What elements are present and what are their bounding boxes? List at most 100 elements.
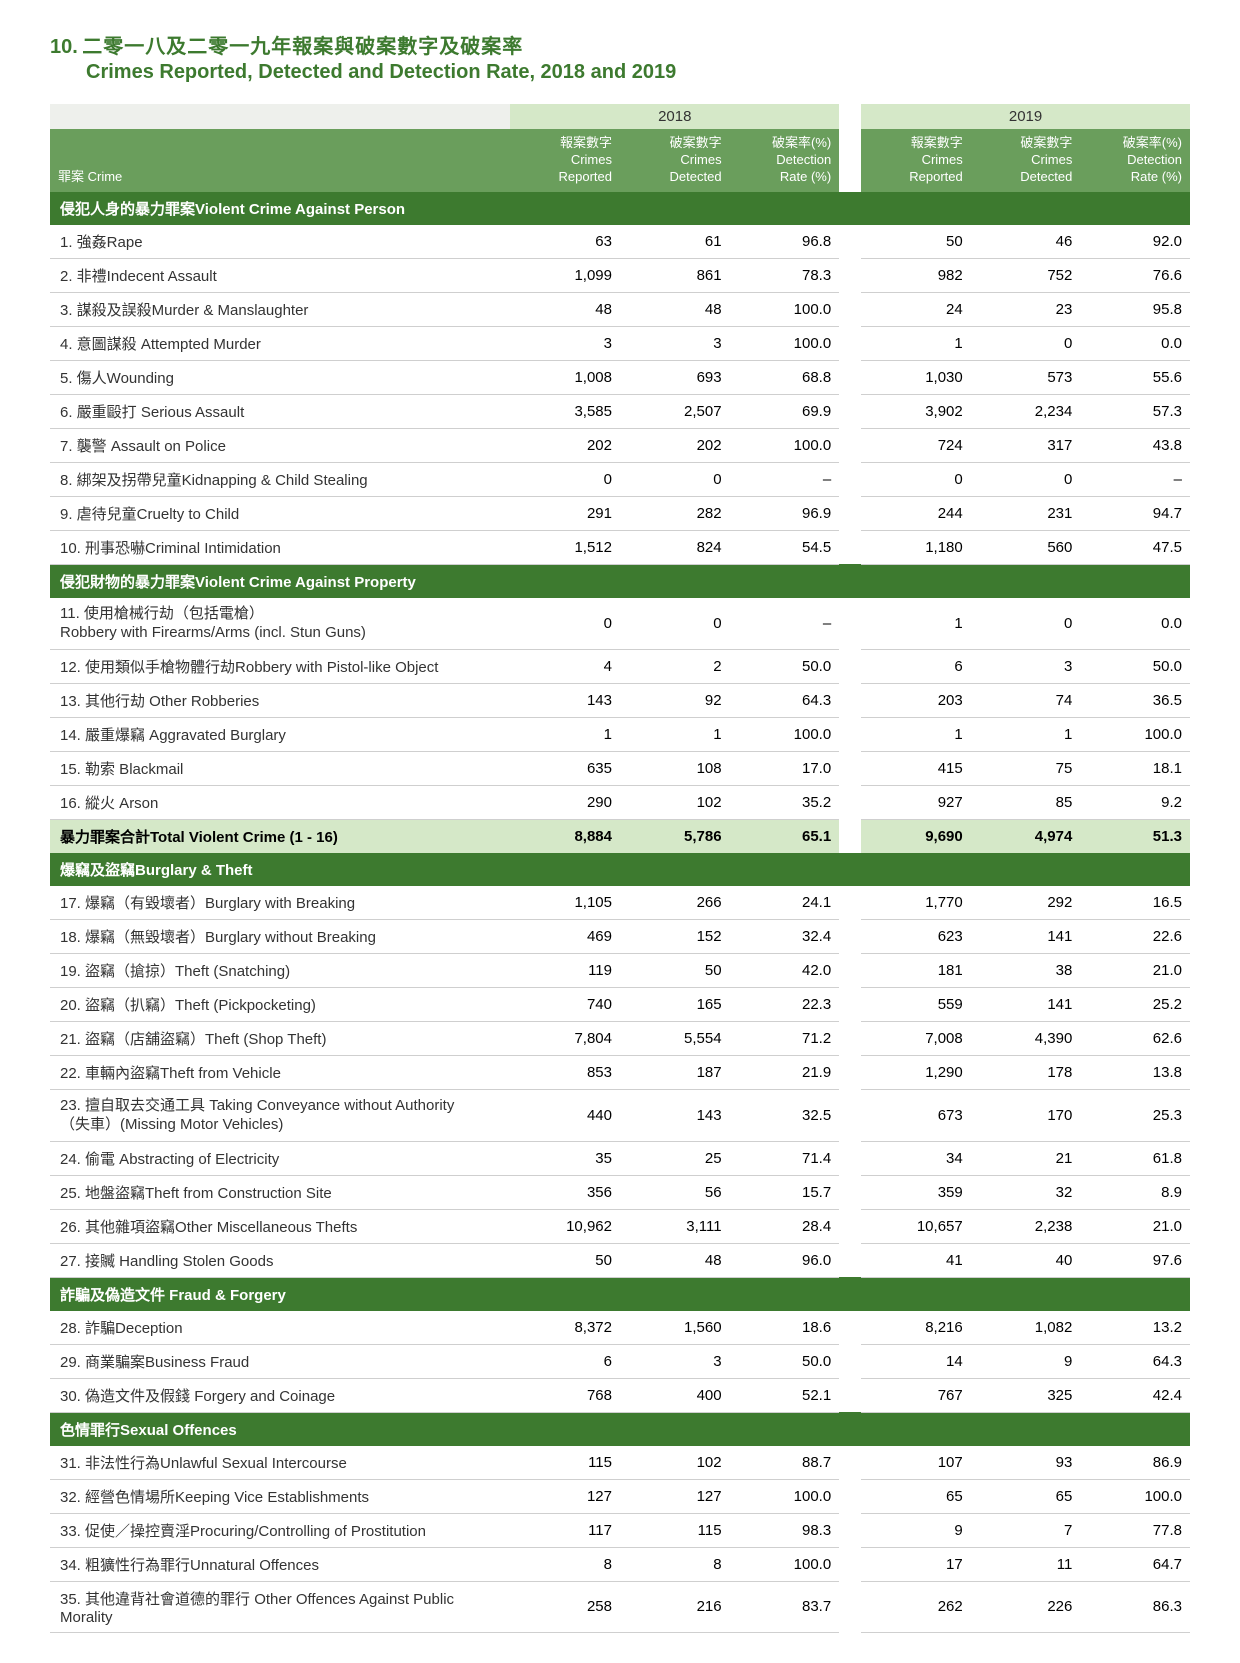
table-row: 34. 粗獷性行為罪行Unnatural Offences88100.01711… [50,1547,1190,1581]
detected-2019-cell: 40 [971,1243,1081,1277]
table-row: 30. 偽造文件及假錢 Forgery and Coinage76840052.… [50,1378,1190,1412]
reported-2019-cell: 10,657 [861,1209,971,1243]
spacer-cell [839,649,861,683]
detected-2019-cell: 1 [971,717,1081,751]
rate-2019-cell: 13.8 [1080,1055,1190,1089]
detected-2019-cell: 231 [971,496,1081,530]
detected-2018-cell: 50 [620,953,730,987]
detected-2018-cell: 3 [620,1344,730,1378]
spacer-cell [839,886,861,920]
rate-2018-cell: 71.4 [730,1141,840,1175]
detected-2019-cell: 0 [971,598,1081,650]
detected-2018-cell: 400 [620,1378,730,1412]
table-row: 32. 經營色情場所Keeping Vice Establishments127… [50,1479,1190,1513]
spacer-cell [839,530,861,564]
spacer-cell [839,987,861,1021]
reported-2018-header: 報案數字CrimesReported [510,129,620,192]
detected-2018-cell: 5,554 [620,1021,730,1055]
crime-label-cell: 18. 爆竊（無毀壞者）Burglary without Breaking [50,919,510,953]
rate-2019-cell: 97.6 [1080,1243,1190,1277]
rate-2018-cell: 100.0 [730,292,840,326]
detected-2019-cell: 325 [971,1378,1081,1412]
rate-2019-cell: 9.2 [1080,785,1190,819]
rate-2019-cell: 62.6 [1080,1021,1190,1055]
detected-2018-cell: 165 [620,987,730,1021]
detected-2018-cell: 108 [620,751,730,785]
rate-2018-cell: 100.0 [730,1547,840,1581]
section-header-row: 爆竊及盜竊Burglary & Theft [50,853,1190,886]
detected-2018-cell: 3 [620,326,730,360]
reported-2018-cell: 202 [510,428,620,462]
section-header-cell: 爆竊及盜竊Burglary & Theft [50,853,1190,886]
rate-2019-cell: 77.8 [1080,1513,1190,1547]
total-rate-2019: 51.3 [1080,819,1190,853]
reported-2018-cell: 6 [510,1344,620,1378]
table-row: 21. 盜竊（店舖盜竊）Theft (Shop Theft)7,8045,554… [50,1021,1190,1055]
reported-2018-cell: 1,099 [510,258,620,292]
detected-2019-cell: 65 [971,1479,1081,1513]
table-row: 22. 車輛內盜竊Theft from Vehicle85318721.91,2… [50,1055,1190,1089]
spacer-cell [839,360,861,394]
crime-label-cell: 17. 爆竊（有毀壞者）Burglary with Breaking [50,886,510,920]
crime-label-cell: 3. 謀殺及誤殺Murder & Manslaughter [50,292,510,326]
crime-label-cell: 12. 使用類似手槍物體行劫Robbery with Pistol-like O… [50,649,510,683]
table-row: 14. 嚴重爆竊 Aggravated Burglary11100.011100… [50,717,1190,751]
spacer-cell [839,953,861,987]
detected-2018-cell: 1 [620,717,730,751]
rate-2019-cell: 21.0 [1080,953,1190,987]
detected-2019-cell: 46 [971,225,1081,259]
reported-2019-cell: 1 [861,598,971,650]
detected-2018-cell: 3,111 [620,1209,730,1243]
reported-2018-cell: 469 [510,919,620,953]
crime-label-cell: 10. 刑事恐嚇Criminal Intimidation [50,530,510,564]
rate-2019-cell: 16.5 [1080,886,1190,920]
rate-2018-cell: 96.0 [730,1243,840,1277]
detected-2019-cell: 9 [971,1344,1081,1378]
crime-label-cell: 4. 意圖謀殺 Attempted Murder [50,326,510,360]
reported-2018-cell: 117 [510,1513,620,1547]
detected-2019-cell: 4,390 [971,1021,1081,1055]
crime-label-cell: 7. 襲警 Assault on Police [50,428,510,462]
rate-2019-cell: 76.6 [1080,258,1190,292]
detected-2018-cell: 56 [620,1175,730,1209]
detected-2018-cell: 92 [620,683,730,717]
detected-2018-cell: 2 [620,649,730,683]
rate-2018-cell: 35.2 [730,785,840,819]
reported-2019-cell: 1 [861,717,971,751]
section-header-row: 侵犯人身的暴力罪案Violent Crime Against Person [50,192,1190,225]
rate-2019-cell: 18.1 [1080,751,1190,785]
rate-2019-cell: 95.8 [1080,292,1190,326]
crime-label-cell: 16. 縱火 Arson [50,785,510,819]
rate-2019-cell: 21.0 [1080,1209,1190,1243]
crime-label-cell: 6. 嚴重毆打 Serious Assault [50,394,510,428]
total-reported-2019: 9,690 [861,819,971,853]
reported-2018-cell: 35 [510,1141,620,1175]
detected-2018-cell: 202 [620,428,730,462]
crime-label-cell: 1. 強姦Rape [50,225,510,259]
table-row: 1. 強姦Rape636196.8504692.0 [50,225,1190,259]
rate-2018-cell: 32.4 [730,919,840,953]
detected-2018-cell: 115 [620,1513,730,1547]
rate-2018-cell: 71.2 [730,1021,840,1055]
table-row: 16. 縱火 Arson29010235.2927859.2 [50,785,1190,819]
section-header-cell: 侵犯人身的暴力罪案Violent Crime Against Person [50,192,1190,225]
detected-2018-cell: 152 [620,919,730,953]
spacer-cell [839,751,861,785]
section-header-cell: 色情罪行Sexual Offences [50,1412,1190,1446]
reported-2018-cell: 740 [510,987,620,1021]
reported-2018-cell: 115 [510,1446,620,1480]
table-row: 5. 傷人Wounding1,00869368.81,03057355.6 [50,360,1190,394]
detected-2019-cell: 75 [971,751,1081,785]
detected-2019-header: 破案數字CrimesDetected [971,129,1081,192]
table-row: 8. 綁架及拐帶兒童Kidnapping & Child Stealing00–… [50,462,1190,496]
rate-2018-cell: 15.7 [730,1175,840,1209]
reported-2018-cell: 291 [510,496,620,530]
detected-2019-cell: 141 [971,987,1081,1021]
crime-label-cell: 8. 綁架及拐帶兒童Kidnapping & Child Stealing [50,462,510,496]
rate-2019-cell: – [1080,462,1190,496]
reported-2019-cell: 181 [861,953,971,987]
detected-2018-cell: 127 [620,1479,730,1513]
reported-2018-cell: 119 [510,953,620,987]
detected-2019-cell: 3 [971,649,1081,683]
detected-2019-cell: 21 [971,1141,1081,1175]
